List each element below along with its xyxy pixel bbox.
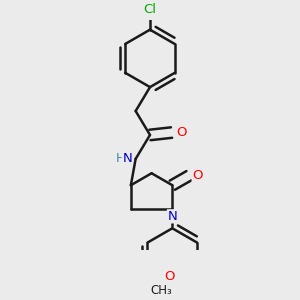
Text: O: O [192,169,203,182]
Text: N: N [122,152,132,165]
Text: O: O [176,126,186,139]
Text: O: O [164,270,174,283]
Text: Cl: Cl [143,3,157,16]
Text: H: H [116,152,125,165]
Text: CH₃: CH₃ [150,284,172,297]
Text: N: N [167,210,177,223]
